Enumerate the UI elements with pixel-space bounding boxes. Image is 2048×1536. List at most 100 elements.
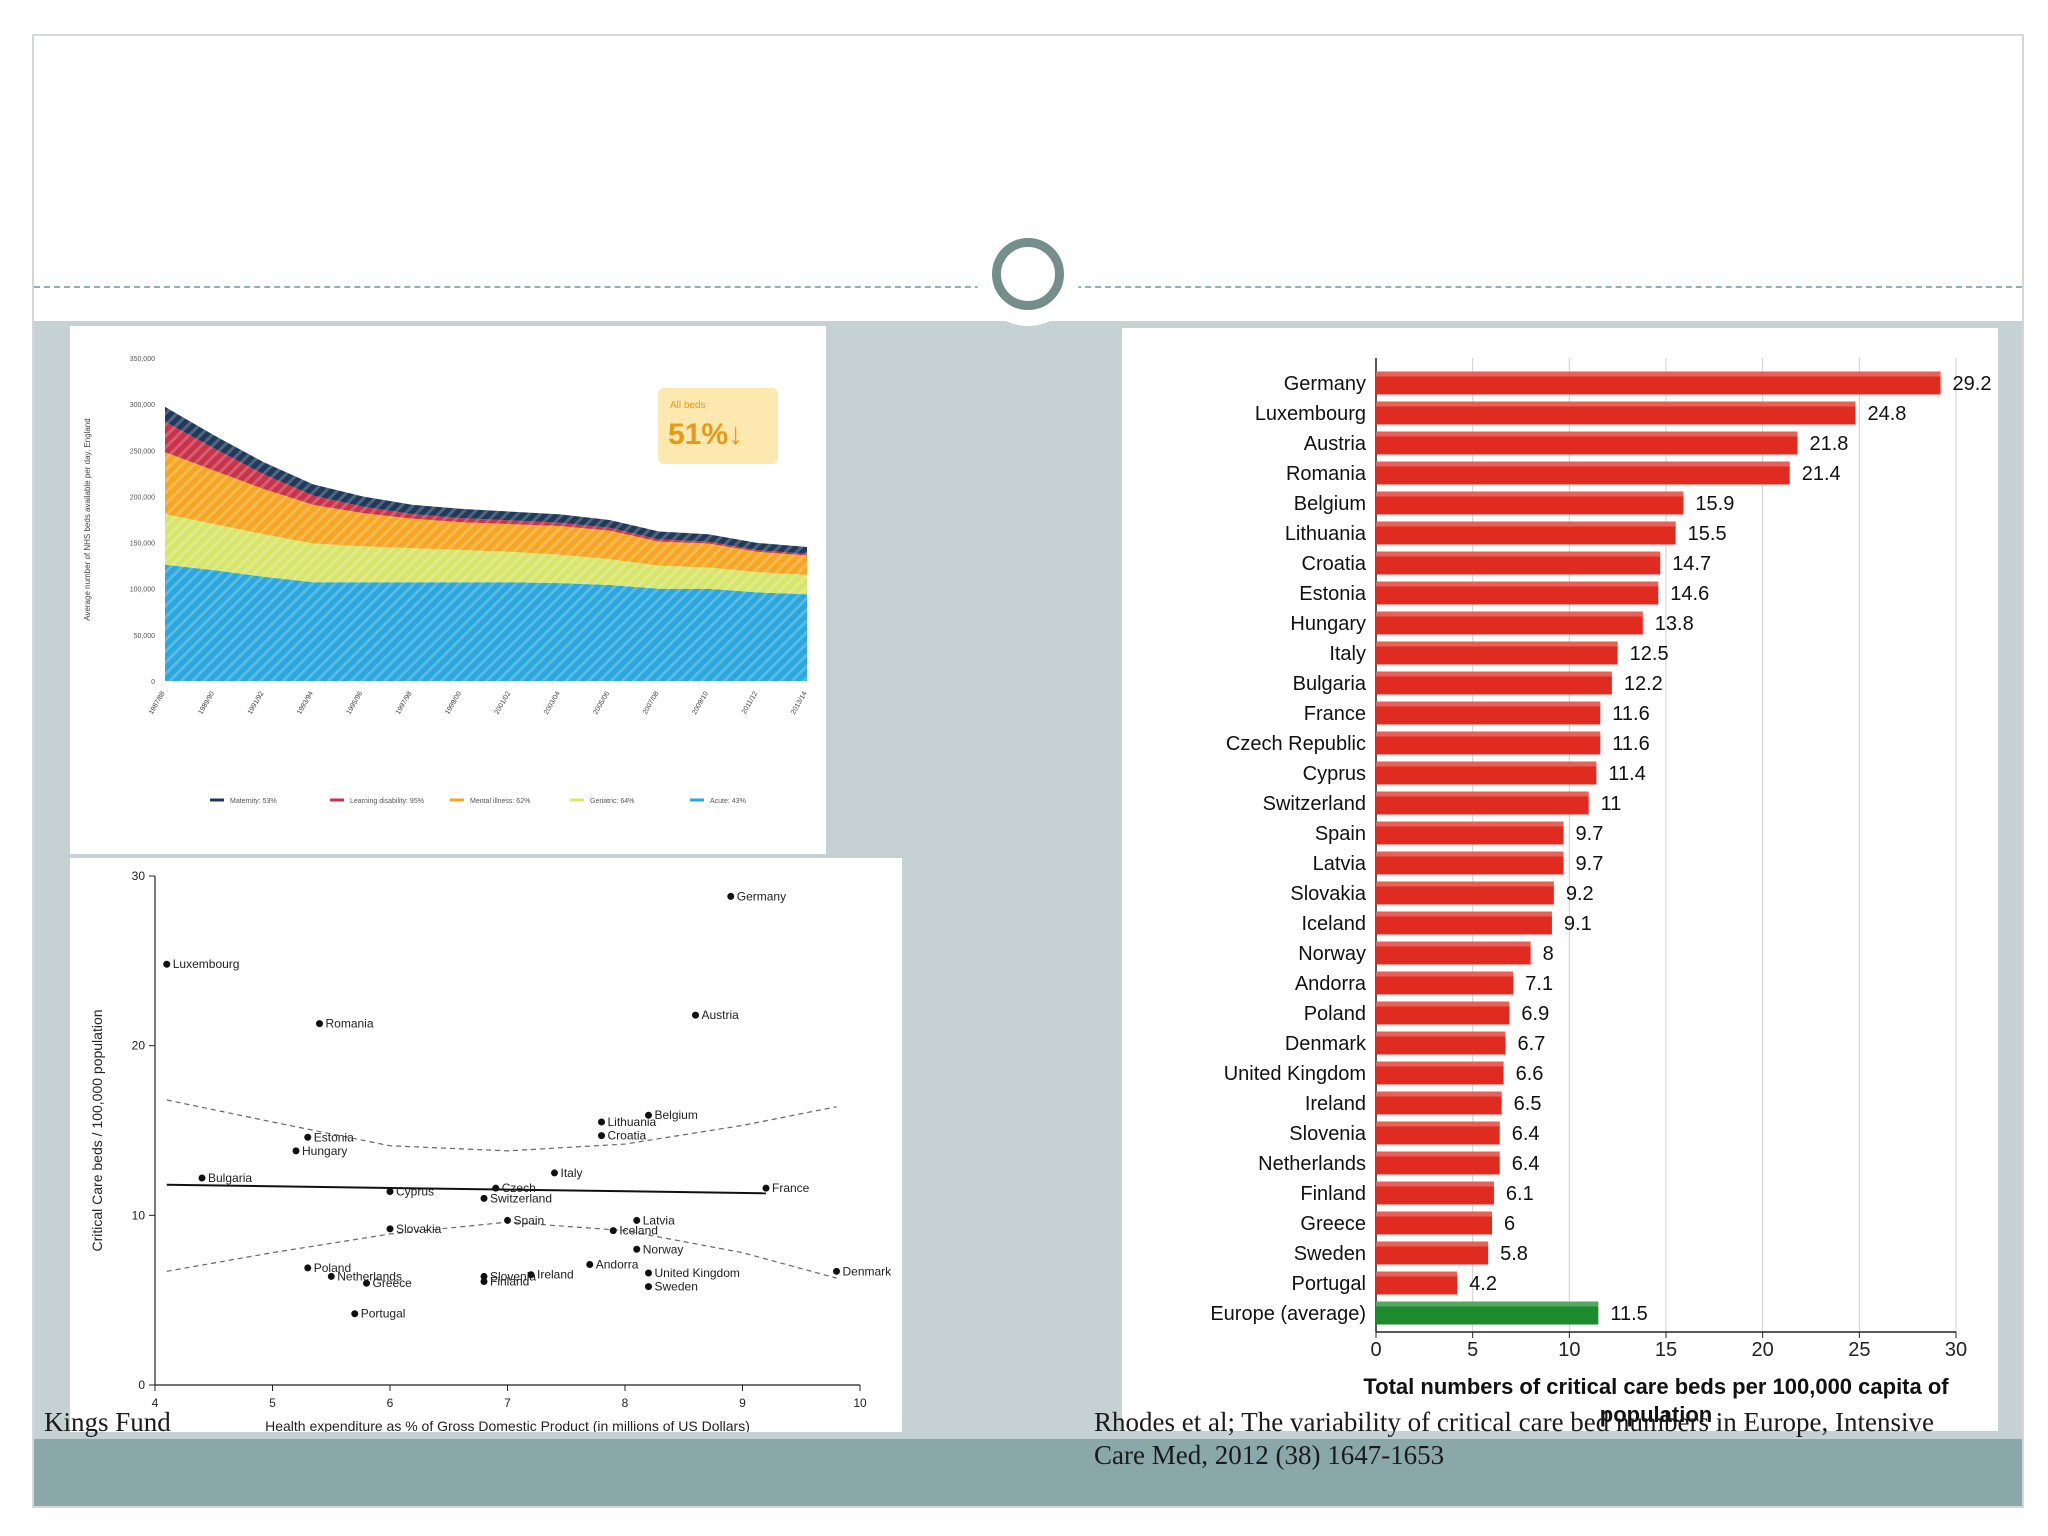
y-tick-label: 0 (138, 1378, 145, 1392)
bar-highlight (1376, 371, 1941, 377)
bar-highlight (1376, 1181, 1494, 1187)
bar-value-label: 9.2 (1566, 883, 1594, 905)
bar (1376, 881, 1554, 905)
x-tick-label: 2003/04 (543, 690, 562, 716)
scatter-label: Latvia (643, 1213, 675, 1227)
bar-value-label: 6.1 (1506, 1183, 1534, 1205)
bar (1376, 701, 1601, 725)
scatter-point (645, 1269, 652, 1277)
bar-highlight (1376, 1031, 1506, 1037)
bar-highlight (1376, 1121, 1500, 1127)
x-tick-label: 2007/08 (642, 690, 661, 716)
x-tick-label: 2001/02 (494, 690, 513, 716)
y-tick-label: 10 (132, 1208, 146, 1222)
bar-category-label: Andorra (1295, 973, 1367, 995)
y-tick-label: 50,000 (134, 633, 156, 640)
scatter-label: Switzerland (490, 1191, 552, 1205)
scatter-label: Lithuania (608, 1115, 657, 1129)
bar-value-label: 21.8 (1809, 433, 1848, 455)
bar-category-label: Ireland (1305, 1093, 1366, 1115)
bar (1376, 581, 1659, 605)
x-tick-label: 6 (387, 1396, 394, 1410)
x-axis-label: Total numbers of critical care beds per … (1363, 1374, 1949, 1427)
bar (1376, 971, 1514, 995)
scatter-label: Croatia (608, 1129, 647, 1143)
scatter-point (504, 1216, 511, 1224)
scatter-label: Slovenia (490, 1269, 536, 1283)
bar-value-label: 6.4 (1512, 1123, 1540, 1145)
bar-value-label: 8 (1543, 943, 1554, 965)
bar-value-label: 9.7 (1576, 853, 1604, 875)
ci-upper-line (166, 1099, 837, 1152)
scatter-label: Czech (502, 1181, 536, 1195)
bar-highlight (1376, 1091, 1502, 1097)
bar-category-label: Netherlands (1258, 1153, 1366, 1175)
bar-value-label: 9.1 (1564, 913, 1592, 935)
bar (1376, 941, 1531, 965)
scatter-label: Andorra (596, 1258, 639, 1272)
bar-category-label: Cyprus (1303, 763, 1366, 785)
scatter-label: Greece (373, 1276, 413, 1290)
ring-ornament (976, 222, 1080, 326)
x-tick-label: 7 (504, 1396, 511, 1410)
bar-highlight (1376, 941, 1531, 947)
source-right: Rhodes et al; The variability of critica… (1094, 1407, 1934, 1470)
scatter-point (833, 1267, 840, 1275)
bar-value-label: 7.1 (1525, 973, 1553, 995)
scatter-label: Belgium (655, 1108, 698, 1122)
legend-label: Mental illness: 62% (470, 798, 530, 805)
scatter-point (692, 1011, 699, 1019)
bar-category-label: Czech Republic (1226, 733, 1366, 755)
bar-value-label: 6.5 (1514, 1093, 1542, 1115)
scatter-label: Portugal (361, 1307, 406, 1321)
bar (1376, 821, 1564, 845)
x-tick-label: 1991/92 (247, 690, 266, 716)
bar (1376, 401, 1856, 425)
bar-category-label: Greece (1300, 1213, 1366, 1235)
scatter-point (762, 1184, 770, 1192)
area-chart: 0 50,000 100,000 150,000 200,000 250,000 300,0… (83, 356, 809, 805)
y-tick-label: 100,000 (130, 587, 155, 594)
bar-highlight (1376, 611, 1643, 617)
scatter-point (598, 1132, 605, 1140)
x-tick-label: 1997/98 (395, 690, 414, 716)
scatter-point (304, 1133, 312, 1141)
scatter-point (727, 892, 735, 900)
x-tick-label: 5 (269, 1396, 276, 1410)
scatter-point (386, 1225, 394, 1233)
scatter-point (304, 1264, 312, 1272)
y-tick-label: 300,000 (130, 402, 155, 409)
scatter-point (480, 1272, 488, 1280)
scatter-label: Austria (702, 1008, 740, 1022)
bar-value-label: 6.4 (1512, 1153, 1540, 1175)
bar-highlight (1376, 491, 1684, 497)
bar (1376, 1151, 1500, 1175)
scatter-label: Romania (326, 1017, 374, 1031)
bar-category-label: Romania (1286, 463, 1367, 485)
scatter-label: Ireland (537, 1268, 574, 1282)
badge-box (658, 388, 778, 464)
legend-label: Learning disability: 95% (350, 798, 424, 805)
badge-value: 51%↓ (668, 418, 743, 451)
scatter-label: Spain (514, 1213, 545, 1227)
trend-line (166, 1183, 767, 1195)
bar (1376, 1211, 1492, 1235)
bar-value-label: 13.8 (1655, 613, 1694, 635)
scatter-label: Italy (561, 1166, 583, 1180)
bar (1376, 1031, 1506, 1055)
bar-value-label: 5.8 (1500, 1243, 1528, 1265)
bar-category-label: Europe (average) (1210, 1303, 1366, 1325)
bar-value-label: 15.9 (1695, 493, 1734, 515)
bar-value-label: 12.2 (1624, 673, 1663, 695)
bar-category-label: Lithuania (1285, 523, 1367, 545)
bar (1376, 791, 1589, 815)
bar (1376, 731, 1601, 755)
bar-value-label: 11.5 (1610, 1303, 1647, 1325)
bar-category-label: Sweden (1294, 1243, 1366, 1265)
bar-value-label: 4.2 (1469, 1273, 1497, 1295)
scatter-label: Finland (490, 1275, 529, 1289)
bar-value-label: 6 (1504, 1213, 1515, 1235)
area-hatch-3 (165, 421, 807, 556)
bar-category-label: Luxembourg (1255, 403, 1366, 425)
legend-label: Geriatric: 64% (590, 798, 634, 805)
